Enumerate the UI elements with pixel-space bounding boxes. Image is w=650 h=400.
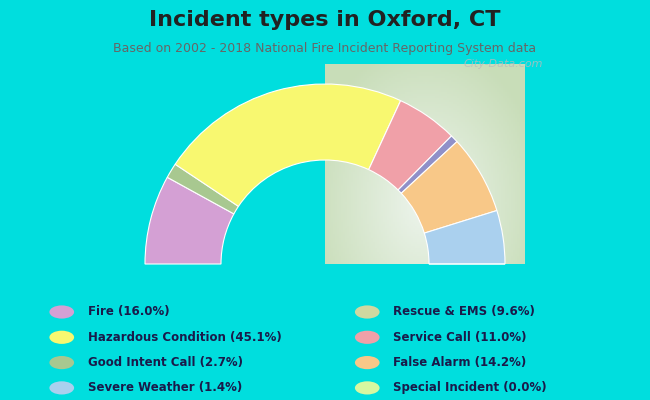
Wedge shape <box>401 142 497 233</box>
Ellipse shape <box>355 306 380 318</box>
Ellipse shape <box>49 306 74 318</box>
Text: City-Data.com: City-Data.com <box>464 59 543 69</box>
Wedge shape <box>167 164 239 214</box>
Wedge shape <box>145 177 234 264</box>
Ellipse shape <box>49 381 74 394</box>
Ellipse shape <box>355 356 380 369</box>
Wedge shape <box>176 84 400 206</box>
Text: Fire (16.0%): Fire (16.0%) <box>88 306 170 318</box>
Text: Based on 2002 - 2018 National Fire Incident Reporting System data: Based on 2002 - 2018 National Fire Incid… <box>114 42 536 55</box>
Text: Special Incident (0.0%): Special Incident (0.0%) <box>393 382 547 394</box>
Wedge shape <box>424 210 505 264</box>
Text: Rescue & EMS (9.6%): Rescue & EMS (9.6%) <box>393 306 535 318</box>
Ellipse shape <box>355 331 380 344</box>
Text: Good Intent Call (2.7%): Good Intent Call (2.7%) <box>88 356 242 369</box>
Text: Hazardous Condition (45.1%): Hazardous Condition (45.1%) <box>88 331 281 344</box>
Wedge shape <box>369 101 452 190</box>
Wedge shape <box>398 136 457 193</box>
Ellipse shape <box>49 356 74 369</box>
Text: Service Call (11.0%): Service Call (11.0%) <box>393 331 526 344</box>
Ellipse shape <box>49 331 74 344</box>
Text: Incident types in Oxford, CT: Incident types in Oxford, CT <box>150 10 500 30</box>
Text: Severe Weather (1.4%): Severe Weather (1.4%) <box>88 382 242 394</box>
Ellipse shape <box>355 381 380 394</box>
Text: False Alarm (14.2%): False Alarm (14.2%) <box>393 356 526 369</box>
